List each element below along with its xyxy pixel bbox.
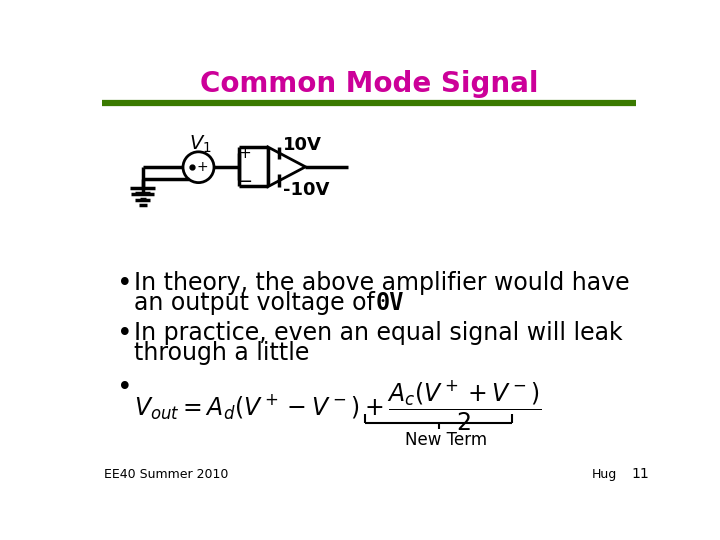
Text: New Term: New Term: [405, 431, 487, 449]
Text: EE40 Summer 2010: EE40 Summer 2010: [104, 468, 228, 481]
Text: •: •: [117, 271, 132, 297]
Text: Hug: Hug: [593, 468, 618, 481]
Text: 10V: 10V: [282, 137, 321, 154]
Text: •: •: [117, 321, 132, 347]
Text: In practice, even an equal signal will leak: In practice, even an equal signal will l…: [134, 321, 623, 345]
Text: In theory, the above amplifier would have: In theory, the above amplifier would hav…: [134, 271, 630, 295]
Text: -10V: -10V: [282, 181, 329, 199]
Text: $V_{out} = A_d(V^+ - V^-) + \dfrac{A_c(V^++V^-)}{2}$: $V_{out} = A_d(V^+ - V^-) + \dfrac{A_c(V…: [134, 379, 541, 433]
Text: •: •: [117, 375, 132, 401]
Text: $+$: $+$: [197, 160, 208, 174]
Text: an output voltage of: an output voltage of: [134, 292, 390, 315]
Text: through a little: through a little: [134, 341, 310, 365]
Text: 0V: 0V: [376, 292, 405, 315]
Text: $+$: $+$: [238, 146, 251, 161]
Text: $-$: $-$: [238, 171, 253, 190]
Text: 11: 11: [631, 468, 649, 482]
Text: Common Mode Signal: Common Mode Signal: [199, 70, 539, 98]
Text: $V_1$: $V_1$: [189, 133, 212, 155]
